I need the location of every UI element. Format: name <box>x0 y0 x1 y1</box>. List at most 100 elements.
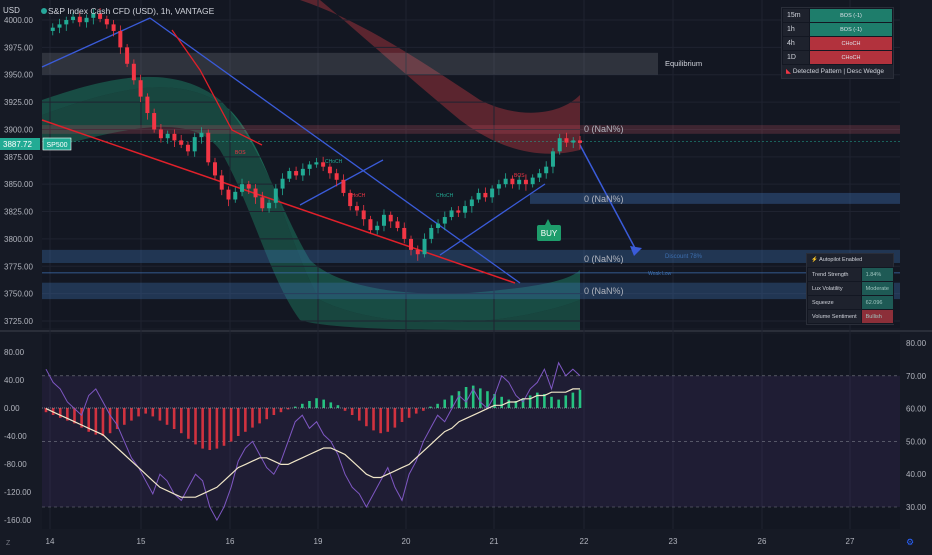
zone-box <box>42 282 900 300</box>
pattern-footer: Detected Pattern | Desc Wedge <box>792 68 884 75</box>
candle-body <box>158 129 163 139</box>
zone-box <box>530 192 900 204</box>
choch-label-2: CHoCH <box>348 193 366 199</box>
osc-right-tick: 40.00 <box>906 470 927 479</box>
y-tick-label: 3775.00 <box>4 262 33 271</box>
choch-label-1: CHoCH <box>325 159 343 165</box>
candle-body <box>50 27 55 31</box>
status-row: Volume Sentiment Bullish <box>807 309 894 324</box>
mtf-status: BOS (-1) <box>809 22 893 37</box>
candle-body <box>490 188 495 198</box>
candle-body <box>496 184 501 189</box>
buy-signal: BUY <box>537 219 561 241</box>
candle-body <box>354 206 359 211</box>
candle-body <box>564 138 569 143</box>
osc-left-tick: 80.00 <box>4 348 25 357</box>
candle-body <box>138 80 143 97</box>
candle-body <box>267 202 272 209</box>
rsi-ma-line <box>45 388 580 498</box>
equilibrium-label: Equilibrium <box>665 59 702 68</box>
mtf-status: CHoCH <box>809 36 893 51</box>
candle-body <box>192 137 197 152</box>
y-tick-label: 3725.00 <box>4 317 33 326</box>
candle-body <box>185 144 190 152</box>
candle-body <box>77 16 82 23</box>
candle-body <box>240 184 245 192</box>
x-tick-label: 22 <box>580 537 589 546</box>
candle-body <box>273 188 278 203</box>
candle-body <box>131 63 136 81</box>
mtf-row: 15m BOS (-1) <box>782 8 893 23</box>
zone-box <box>42 125 900 134</box>
candle-body <box>226 189 231 200</box>
candle-body <box>578 140 582 143</box>
x-tick-label: 26 <box>758 537 767 546</box>
candle-body <box>510 178 515 185</box>
discount-label: Discount 78% <box>665 254 703 260</box>
osc-left-tick: -160.00 <box>4 516 32 525</box>
x-tick-label: 14 <box>46 537 55 546</box>
osc-left-tick: -120.00 <box>4 488 32 497</box>
candle-body <box>402 227 407 239</box>
candle-body <box>206 132 211 163</box>
candle-body <box>91 13 96 18</box>
x-tick-label: 23 <box>669 537 678 546</box>
candle-body <box>341 179 346 193</box>
candle-body <box>550 151 555 167</box>
candle-body <box>111 24 116 31</box>
buy-label: BUY <box>541 229 558 238</box>
osc-right-tick: 30.00 <box>906 503 927 512</box>
osc-left-tick: 40.00 <box>4 376 25 385</box>
x-tick-label: 16 <box>226 537 235 546</box>
currency-label: USD <box>3 6 20 15</box>
candle-body <box>523 179 528 185</box>
mtf-status: BOS (-1) <box>809 8 893 23</box>
bos-label-1: BOS <box>235 150 246 156</box>
candle-body <box>557 138 562 152</box>
osc-right-tick: 80.00 <box>906 339 927 348</box>
candle-body <box>409 238 414 250</box>
candle-body <box>530 177 535 185</box>
projection-arrow <box>579 144 637 251</box>
status-label: Trend Strength <box>807 267 862 282</box>
candle-body <box>253 188 258 198</box>
candle-body <box>125 47 130 64</box>
candle-body <box>334 173 339 180</box>
candle-body <box>71 16 76 20</box>
mtf-timeframe: 4h <box>782 36 810 51</box>
candle-body <box>152 113 157 130</box>
projection-arrowhead <box>630 246 642 256</box>
nan-label-2: 0 (NaN%) <box>584 194 624 204</box>
candle-body <box>246 184 251 189</box>
candle-body <box>260 197 265 209</box>
x-tick-label: 20 <box>402 537 411 546</box>
wedge-upper-left <box>41 17 151 68</box>
nan-label-4: 0 (NaN%) <box>584 286 624 296</box>
candle-body <box>395 221 400 228</box>
candle-body <box>571 140 576 143</box>
timezone-icon[interactable]: Z <box>6 540 11 547</box>
price-badge-symbol: SP500 <box>46 142 67 149</box>
status-row: Trend Strength 1.84% <box>807 267 894 282</box>
bullish-cloud <box>42 87 580 330</box>
y-tick-label: 3875.00 <box>4 153 33 162</box>
candle-body <box>327 166 332 174</box>
trend-line-lower <box>41 119 516 284</box>
candle-body <box>429 227 434 239</box>
candle-body <box>381 214 386 226</box>
candle-body <box>280 178 285 189</box>
candle-body <box>172 133 177 141</box>
x-tick-label: 19 <box>314 537 323 546</box>
candle-body <box>361 210 366 220</box>
bos-label-2: BOS <box>514 173 525 179</box>
candle-body <box>287 171 292 179</box>
candle-body <box>415 249 420 255</box>
chart-settings-icon[interactable]: ⚙ <box>906 537 914 547</box>
zone-box <box>42 52 658 75</box>
price-badge: 3887.72 SP500 <box>0 137 72 151</box>
osc-left-tick: -40.00 <box>4 432 27 441</box>
candle-body <box>537 173 542 178</box>
mtf-timeframe: 15m <box>782 8 810 23</box>
